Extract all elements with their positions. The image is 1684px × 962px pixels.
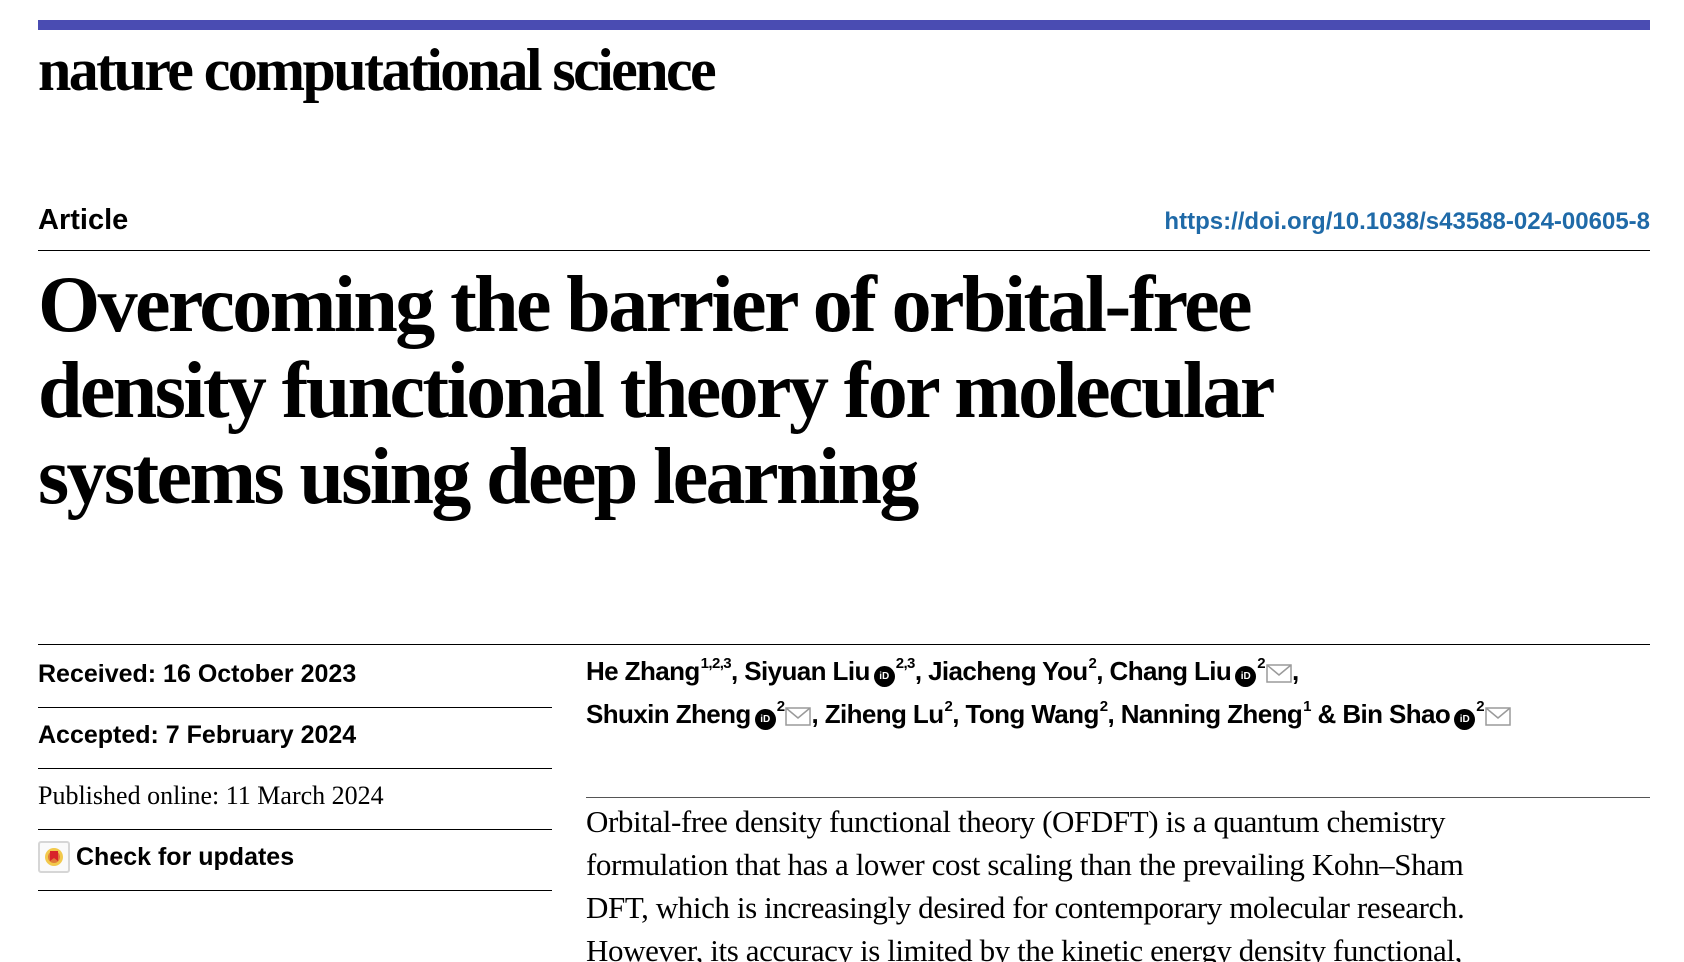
author-separator: , [1107, 699, 1121, 729]
author[interactable]: Nanning Zheng1 [1120, 698, 1312, 729]
affiliation-superscript: 2 [944, 698, 953, 715]
orcid-icon[interactable]: iD [754, 709, 776, 730]
abstract-line: DFT, which is increasingly desired for c… [586, 890, 1465, 925]
doi-link[interactable]: https://doi.org/10.1038/s43588-024-00605… [1164, 208, 1650, 235]
sidebar-divider [38, 890, 552, 891]
abstract: Orbital-free density functional theory (… [586, 800, 1666, 962]
abstract-line: formulation that has a lower cost scalin… [586, 847, 1464, 882]
affiliation-superscript: 2 [1476, 698, 1484, 715]
sidebar-divider [38, 768, 552, 769]
paper-title: Overcoming the barrier of orbital-free d… [38, 261, 1275, 521]
affiliation-superscript: 1,2,3 [700, 655, 732, 672]
author[interactable]: Chang Liu iD2 [1109, 655, 1292, 687]
affiliation-superscript: 1 [1303, 698, 1311, 715]
orcid-icon[interactable]: iD [1235, 666, 1257, 687]
author-name: He Zhang [586, 656, 700, 686]
author-name: Bin Shao [1342, 699, 1451, 729]
received-date: Received: 16 October 2023 [38, 660, 357, 688]
author[interactable]: He Zhang1,2,3 [586, 655, 732, 686]
affiliation-superscript: 2 [1257, 655, 1265, 672]
sidebar-divider [38, 707, 552, 708]
author-list: He Zhang1,2,3, Siyuan Liu iD2,3, Jiacheng… [586, 651, 1666, 737]
email-icon[interactable] [1266, 654, 1292, 694]
author-name: Tong Wang [965, 699, 1100, 729]
authors-divider [586, 797, 1650, 798]
author[interactable]: Shuxin Zheng iD2 [586, 698, 812, 730]
author-name: Nanning Zheng [1120, 699, 1303, 729]
author-name: Siyuan Liu [744, 656, 870, 686]
author-separator: & [1310, 699, 1343, 729]
check-for-updates-button[interactable]: Check for updates [38, 839, 294, 875]
author[interactable]: Bin Shao iD2 [1342, 698, 1511, 730]
author[interactable]: Jiacheng You2 [928, 655, 1097, 686]
main-divider [38, 644, 1650, 645]
abstract-line: However, its accuracy is limited by the … [586, 933, 1462, 962]
author-separator: , [952, 699, 966, 729]
author-separator: , [914, 656, 929, 686]
author[interactable]: Siyuan Liu iD2,3 [744, 655, 916, 687]
abstract-line: Orbital-free density functional theory (… [586, 804, 1446, 839]
journal-accent-bar [38, 20, 1650, 30]
header-divider [38, 250, 1650, 251]
affiliation-superscript: 2 [776, 698, 785, 715]
sidebar-divider [38, 829, 552, 830]
author-separator: , [731, 656, 745, 686]
journal-title: nature computational science [38, 37, 717, 103]
author-separator: , [1096, 656, 1110, 686]
article-type-label: Article [38, 204, 129, 236]
crossmark-icon [38, 841, 70, 873]
email-icon[interactable] [1485, 697, 1511, 737]
author-name: Jiacheng You [928, 656, 1088, 686]
author-name: Chang Liu [1109, 656, 1232, 686]
paper-title-line: Overcoming the barrier of orbital-free [38, 261, 1253, 349]
check-for-updates-label: Check for updates [76, 843, 295, 871]
paper-title-line: systems using deep learning [38, 433, 919, 521]
orcid-icon[interactable]: iD [873, 666, 895, 687]
author-name: Ziheng Lu [824, 699, 944, 729]
published-date: Published online: 11 March 2024 [38, 781, 384, 810]
affiliation-superscript: 2,3 [895, 655, 916, 672]
author-separator: , [811, 699, 825, 729]
affiliation-superscript: 2 [1088, 655, 1097, 672]
affiliation-superscript: 2 [1099, 698, 1108, 715]
orcid-icon[interactable]: iD [1454, 709, 1476, 730]
author[interactable]: Tong Wang2 [965, 698, 1109, 729]
accepted-date: Accepted: 7 February 2024 [38, 721, 357, 749]
paper-title-line: density functional theory for molecular [38, 347, 1275, 435]
email-icon[interactable] [785, 697, 812, 737]
author-separator: , [1291, 656, 1299, 686]
author-name: Shuxin Zheng [586, 699, 751, 729]
author[interactable]: Ziheng Lu2 [825, 699, 953, 729]
